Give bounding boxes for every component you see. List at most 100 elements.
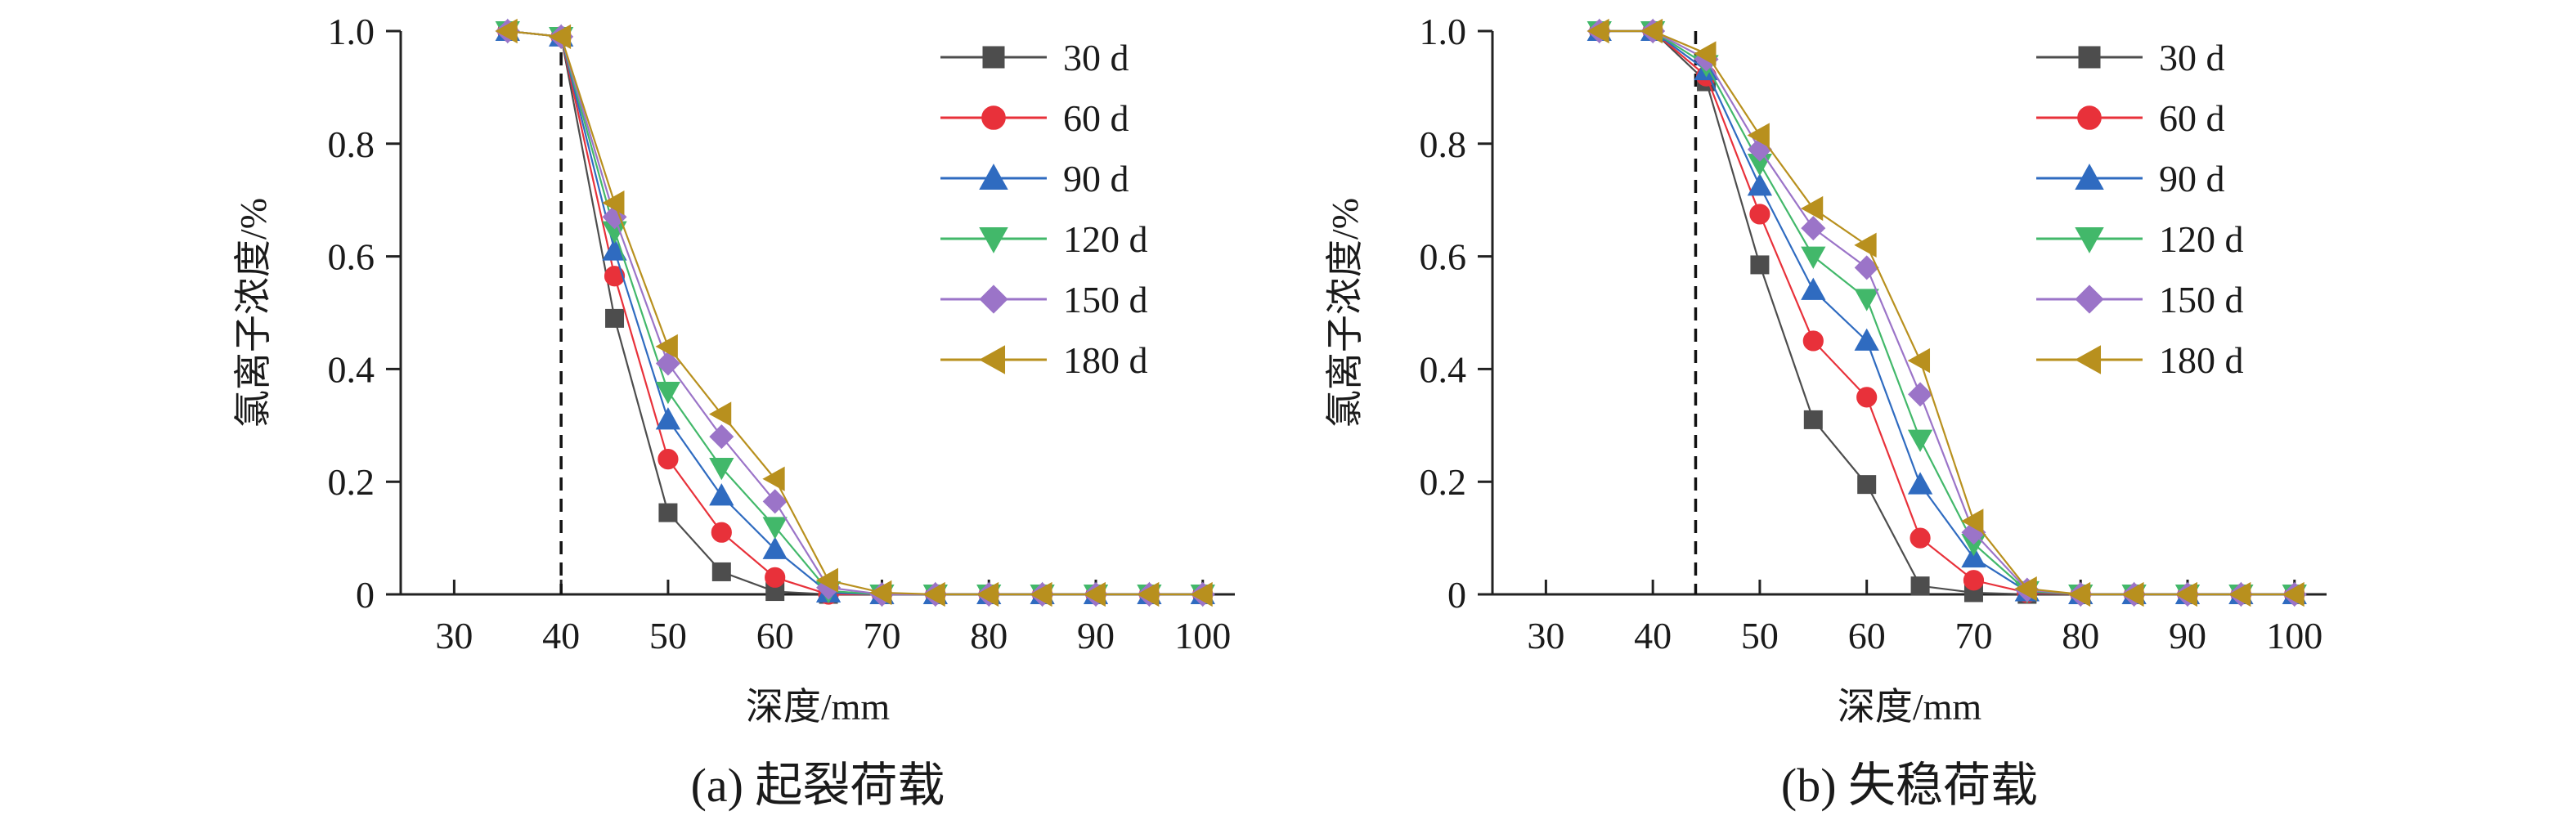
x-tick-label: 60 bbox=[1848, 615, 1886, 656]
x-tick-label: 50 bbox=[649, 615, 687, 656]
data-point bbox=[762, 517, 788, 540]
data-point bbox=[1907, 429, 1933, 452]
data-point bbox=[1907, 472, 1933, 495]
data-point bbox=[655, 334, 678, 359]
x-tick-label: 90 bbox=[1077, 615, 1115, 656]
data-point bbox=[976, 581, 999, 607]
data-point bbox=[1854, 255, 1879, 280]
data-point bbox=[2228, 581, 2251, 607]
legend-entry: 150 d bbox=[2036, 279, 2244, 320]
data-point bbox=[1801, 277, 1826, 300]
data-point bbox=[1907, 347, 1931, 374]
x-axis-label: 深度/mm bbox=[1838, 686, 1982, 728]
data-point bbox=[1854, 232, 1877, 258]
data-point bbox=[1961, 544, 1986, 568]
data-point bbox=[765, 567, 786, 588]
panel-caption: (a) 起裂荷载 bbox=[691, 759, 945, 812]
x-tick-label: 100 bbox=[1174, 615, 1231, 656]
legend-entry: 30 d bbox=[2036, 37, 2225, 78]
data-point bbox=[1640, 18, 1663, 44]
legend-marker bbox=[979, 285, 1008, 314]
y-tick-label: 0.4 bbox=[328, 348, 375, 390]
data-point bbox=[815, 567, 839, 593]
x-tick-label: 100 bbox=[2266, 615, 2322, 656]
legend-marker bbox=[2078, 46, 2101, 69]
data-point bbox=[658, 503, 678, 522]
x-tick-label: 30 bbox=[435, 615, 473, 656]
y-tick-label: 0 bbox=[1447, 574, 1466, 616]
legend-marker bbox=[2075, 285, 2104, 314]
y-tick-label: 0.6 bbox=[328, 236, 375, 278]
legend-entry: 30 d bbox=[940, 37, 1129, 78]
legend-label: 180 d bbox=[1063, 339, 1148, 381]
data-point bbox=[1908, 382, 1933, 407]
data-point bbox=[1586, 18, 1609, 44]
data-point bbox=[1800, 195, 1824, 222]
data-point bbox=[922, 581, 945, 607]
data-point bbox=[1030, 581, 1052, 607]
legend-label: 120 d bbox=[1063, 218, 1148, 260]
data-point bbox=[1802, 330, 1824, 352]
data-point bbox=[655, 407, 681, 430]
legend-entry: 120 d bbox=[940, 218, 1148, 260]
legend-marker bbox=[982, 46, 1005, 69]
data-point bbox=[1750, 255, 1770, 275]
legend-entry: 180 d bbox=[2036, 339, 2244, 381]
data-point bbox=[711, 562, 731, 581]
data-point bbox=[1961, 509, 1984, 534]
legend-label: 30 d bbox=[2159, 37, 2225, 78]
legend-entry: 180 d bbox=[940, 339, 1148, 381]
data-point bbox=[709, 483, 734, 506]
data-point bbox=[1963, 570, 1985, 591]
legend-label: 90 d bbox=[1063, 158, 1129, 199]
x-tick-label: 30 bbox=[1527, 615, 1564, 656]
y-tick-label: 0.2 bbox=[328, 461, 375, 503]
legend-label: 30 d bbox=[1063, 37, 1129, 78]
data-point bbox=[605, 308, 625, 328]
data-point bbox=[1910, 576, 1930, 596]
y-tick-label: 0.8 bbox=[328, 123, 375, 165]
x-axis-label: 深度/mm bbox=[746, 686, 891, 728]
data-point bbox=[709, 424, 734, 450]
series-180d bbox=[495, 18, 1213, 607]
legend-label: 150 d bbox=[2159, 279, 2244, 320]
y-axis-label: 氯离子浓度/% bbox=[232, 198, 274, 428]
chart-panel-a: 0 0.2 0.4 0.6 0.8 1.0 30 40 50 60 70 80 90 100 30 d 60 … bbox=[232, 11, 1235, 812]
data-point bbox=[1083, 581, 1106, 607]
data-point bbox=[602, 190, 625, 216]
data-point bbox=[655, 351, 680, 376]
chart-panel-b: 0 0.2 0.4 0.6 0.8 1.0 30 40 50 60 70 80 90 100 30 d 60 … bbox=[1324, 11, 2327, 812]
y-tick-label: 1.0 bbox=[1420, 11, 1467, 52]
data-point bbox=[1803, 410, 1823, 429]
data-point bbox=[2014, 576, 2037, 602]
legend-marker bbox=[2077, 105, 2102, 130]
data-point bbox=[869, 580, 892, 606]
y-axis-label: 氯离子浓度/% bbox=[1324, 198, 1366, 428]
data-point bbox=[2121, 581, 2144, 607]
data-point bbox=[1801, 216, 1826, 241]
legend-marker bbox=[2075, 226, 2104, 253]
legend-label: 60 d bbox=[2159, 97, 2225, 139]
x-tick-label: 40 bbox=[1634, 615, 1672, 656]
x-tick-label: 90 bbox=[2169, 615, 2206, 656]
data-point bbox=[1854, 289, 1879, 311]
data-point bbox=[1857, 475, 1877, 495]
legend-marker bbox=[2075, 345, 2102, 374]
data-point bbox=[2067, 581, 2091, 607]
data-point bbox=[655, 382, 681, 405]
data-point bbox=[1747, 123, 1770, 148]
data-point bbox=[762, 489, 788, 514]
data-point bbox=[1854, 328, 1879, 351]
data-point bbox=[762, 466, 785, 491]
x-tick-label: 70 bbox=[863, 615, 900, 656]
data-point bbox=[1137, 581, 1160, 607]
data-point bbox=[1694, 41, 1717, 66]
data-point bbox=[711, 522, 732, 543]
data-point bbox=[657, 449, 679, 470]
legend-label: 180 d bbox=[2159, 339, 2244, 381]
legend-marker bbox=[979, 226, 1008, 253]
plot-area: 0 0.2 0.4 0.6 0.8 1.0 30 40 50 60 70 80 90 100 30 d 60 … bbox=[328, 11, 1235, 656]
legend-marker bbox=[979, 345, 1006, 374]
y-tick-label: 0.6 bbox=[1420, 236, 1467, 278]
legend-label: 150 d bbox=[1063, 279, 1148, 320]
